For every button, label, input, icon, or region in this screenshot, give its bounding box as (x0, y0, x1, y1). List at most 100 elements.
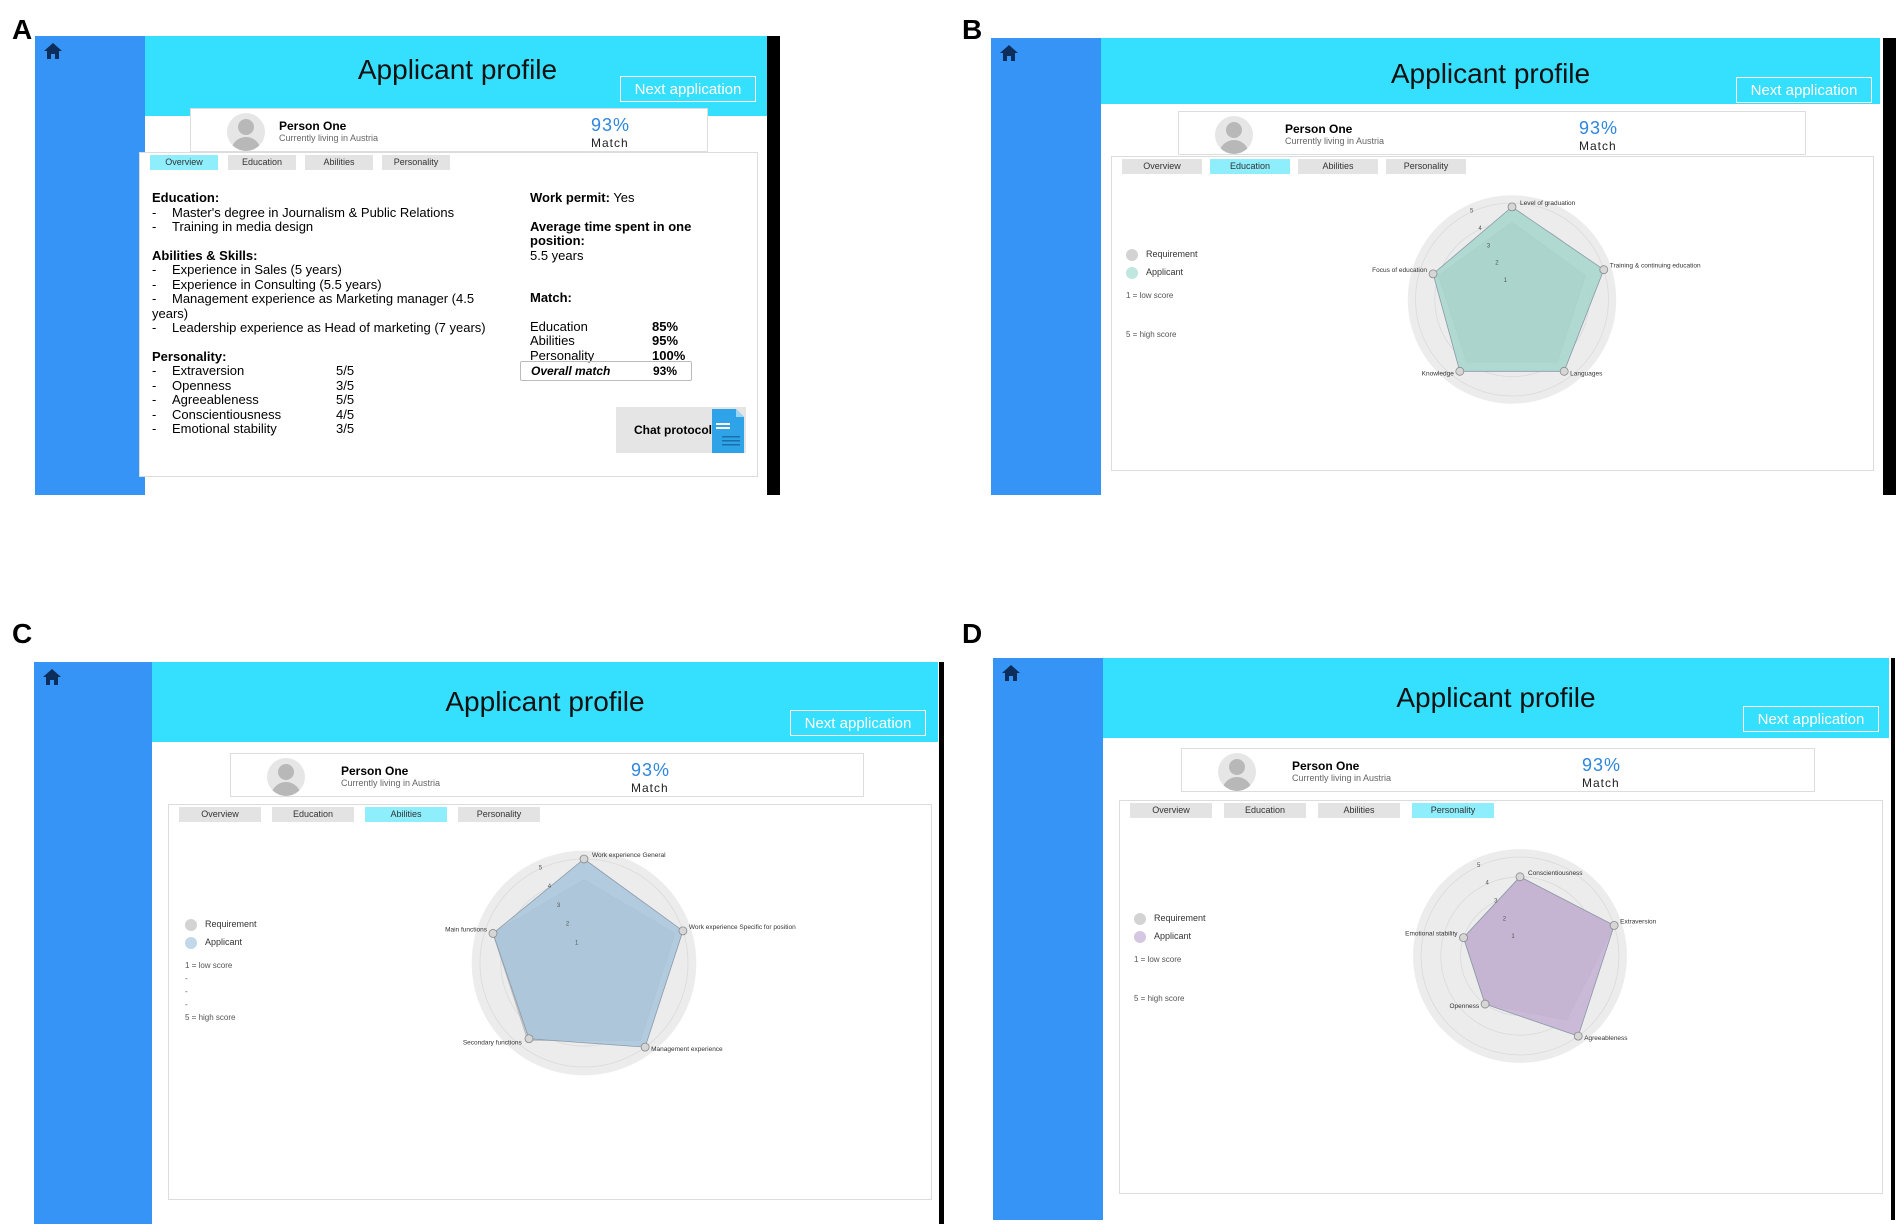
avatar (1215, 116, 1253, 154)
avg-time-value: 5.5 years (530, 247, 584, 263)
panel-letter-a: A (12, 14, 33, 45)
next-application-button[interactable]: Next application (620, 76, 756, 102)
legend-applicant: Applicant (185, 933, 257, 951)
scale-tick-label: 2 (1503, 916, 1507, 922)
panel-letter-b: B (962, 14, 983, 45)
scale-dot: - (1134, 981, 1137, 990)
scale-tick-label: 4 (548, 884, 552, 890)
scale-tick-label: 5 (1477, 863, 1481, 869)
list-item: - Leadership experience as Head of market… (152, 320, 486, 335)
data-point (678, 926, 688, 936)
person-name: Person One (341, 764, 409, 778)
scale-tick-label: 1 (1504, 278, 1508, 284)
scale-high: 5 = high score (185, 1013, 236, 1022)
page-title: Applicant profile (357, 54, 558, 85)
tab-personality[interactable]: Personality (1386, 159, 1466, 174)
list-item: - Experience in Consulting (5.5 years) (152, 276, 382, 292)
axis-label: Management experience (651, 1046, 723, 1053)
data-point (1507, 202, 1517, 212)
tab-abilities[interactable]: Abilities (365, 807, 447, 822)
scale-dot: - (185, 974, 188, 983)
match-heading: Match: (530, 290, 572, 305)
axis-label: Languages (1570, 370, 1603, 377)
data-point (1609, 921, 1619, 930)
person-name: Person One (1285, 122, 1353, 136)
data-point (1573, 1031, 1583, 1041)
axis-label: Agreeableness (1584, 1035, 1628, 1042)
legend-applicant: Applicant (1126, 263, 1198, 281)
header-bar: Applicant profile Next application (1101, 38, 1880, 104)
list-item: - Master's degree in Journalism & Public … (152, 204, 455, 220)
match-label: Match (631, 781, 669, 795)
chart-legend: Requirement Applicant 1 = low score - - … (1126, 245, 1198, 341)
tab-education[interactable]: Education (1224, 803, 1306, 818)
home-icon[interactable] (43, 42, 63, 60)
tab-education[interactable]: Education (272, 807, 354, 822)
tab-overview[interactable]: Overview (179, 807, 261, 822)
chart-legend: Requirement Applicant 1 = low score - - … (1134, 909, 1206, 1005)
match-row: Personality 100% (530, 347, 686, 363)
scale-tick-label: 1 (575, 940, 579, 946)
tab-abilities[interactable]: Abilities (1298, 159, 1378, 174)
tab-overview[interactable]: Overview (150, 155, 218, 170)
match-percentage: 93% (631, 760, 671, 780)
avatar (1218, 753, 1256, 791)
right-edge (939, 662, 944, 1224)
header-bar: Applicant profile Next application (152, 662, 938, 742)
person-card: Person One Currently living in Austria 9… (190, 108, 708, 152)
document-icon (712, 409, 744, 453)
match-label: Match (591, 136, 629, 150)
sidebar (991, 38, 1101, 495)
scale-tick-label: 3 (1487, 243, 1491, 249)
scale-dot: - (1126, 304, 1129, 313)
match-percentage: 93% (1579, 118, 1619, 138)
tab-abilities[interactable]: Abilities (305, 155, 373, 170)
trait-row: - Agreeableness 5/5 (152, 392, 355, 407)
person-location: Currently living in Austria (1285, 136, 1385, 146)
header-bar: Applicant profile Next application (145, 36, 770, 116)
next-application-button[interactable]: Next application (790, 710, 926, 736)
next-application-button[interactable]: Next application (1736, 77, 1872, 103)
applicant-area (1463, 876, 1615, 1037)
home-icon[interactable] (999, 44, 1019, 62)
page-title: Applicant profile (445, 686, 645, 717)
home-icon[interactable] (42, 668, 62, 686)
overview-right: Work permit: Yes Average time spent in o… (530, 190, 720, 363)
trait-row: - Extraversion 5/5 (152, 363, 355, 378)
sidebar (993, 658, 1103, 1220)
panel-c: Applicant profile Next application Perso… (34, 662, 944, 1224)
scale-tick-label: 4 (1486, 881, 1490, 887)
abilities-heading: Abilities & Skills: (152, 247, 258, 263)
home-icon[interactable] (1001, 664, 1021, 682)
chat-protocol-button[interactable]: Chat protocol (616, 407, 746, 453)
content-area: Overview Education Abilities Personality… (1119, 800, 1883, 1194)
person-location: Currently living in Austria (279, 133, 379, 143)
tab-personality[interactable]: Personality (1412, 803, 1494, 818)
axis-label: Work experience Specific for position (689, 924, 796, 931)
tab-overview[interactable]: Overview (1122, 159, 1202, 174)
chart-legend: Requirement Applicant 1 = low score - - … (185, 915, 257, 1024)
scale-high: 5 = high score (1134, 994, 1185, 1003)
education-heading: Education: (152, 190, 220, 205)
axis-label: Emotional stability (1405, 931, 1458, 938)
match-label: Match (1579, 139, 1617, 153)
chat-protocol-label: Chat protocol (634, 423, 712, 437)
data-point (1559, 366, 1569, 376)
tab-abilities[interactable]: Abilities (1318, 803, 1400, 818)
list-item: - Experience in Sales (5 years) (152, 262, 342, 277)
tab-personality[interactable]: Personality (458, 807, 540, 822)
tab-education[interactable]: Education (1210, 159, 1290, 174)
legend-requirement: Requirement (185, 915, 257, 933)
axis-label: Level of graduation (1520, 200, 1576, 207)
data-point (640, 1042, 650, 1052)
panel-d: Applicant profile Next application Perso… (993, 658, 1895, 1220)
tab-personality[interactable]: Personality (382, 155, 450, 170)
match-row: Education 85% (530, 318, 679, 334)
axis-label: Training & continuing education (1610, 263, 1701, 270)
next-application-button[interactable]: Next application (1743, 706, 1879, 732)
data-point (1428, 269, 1438, 279)
tab-education[interactable]: Education (228, 155, 296, 170)
overview-left: Education: - Master's degree in Journalis… (152, 190, 512, 437)
tab-overview[interactable]: Overview (1130, 803, 1212, 818)
person-card: Person One Currently living in Austria 9… (230, 753, 864, 797)
